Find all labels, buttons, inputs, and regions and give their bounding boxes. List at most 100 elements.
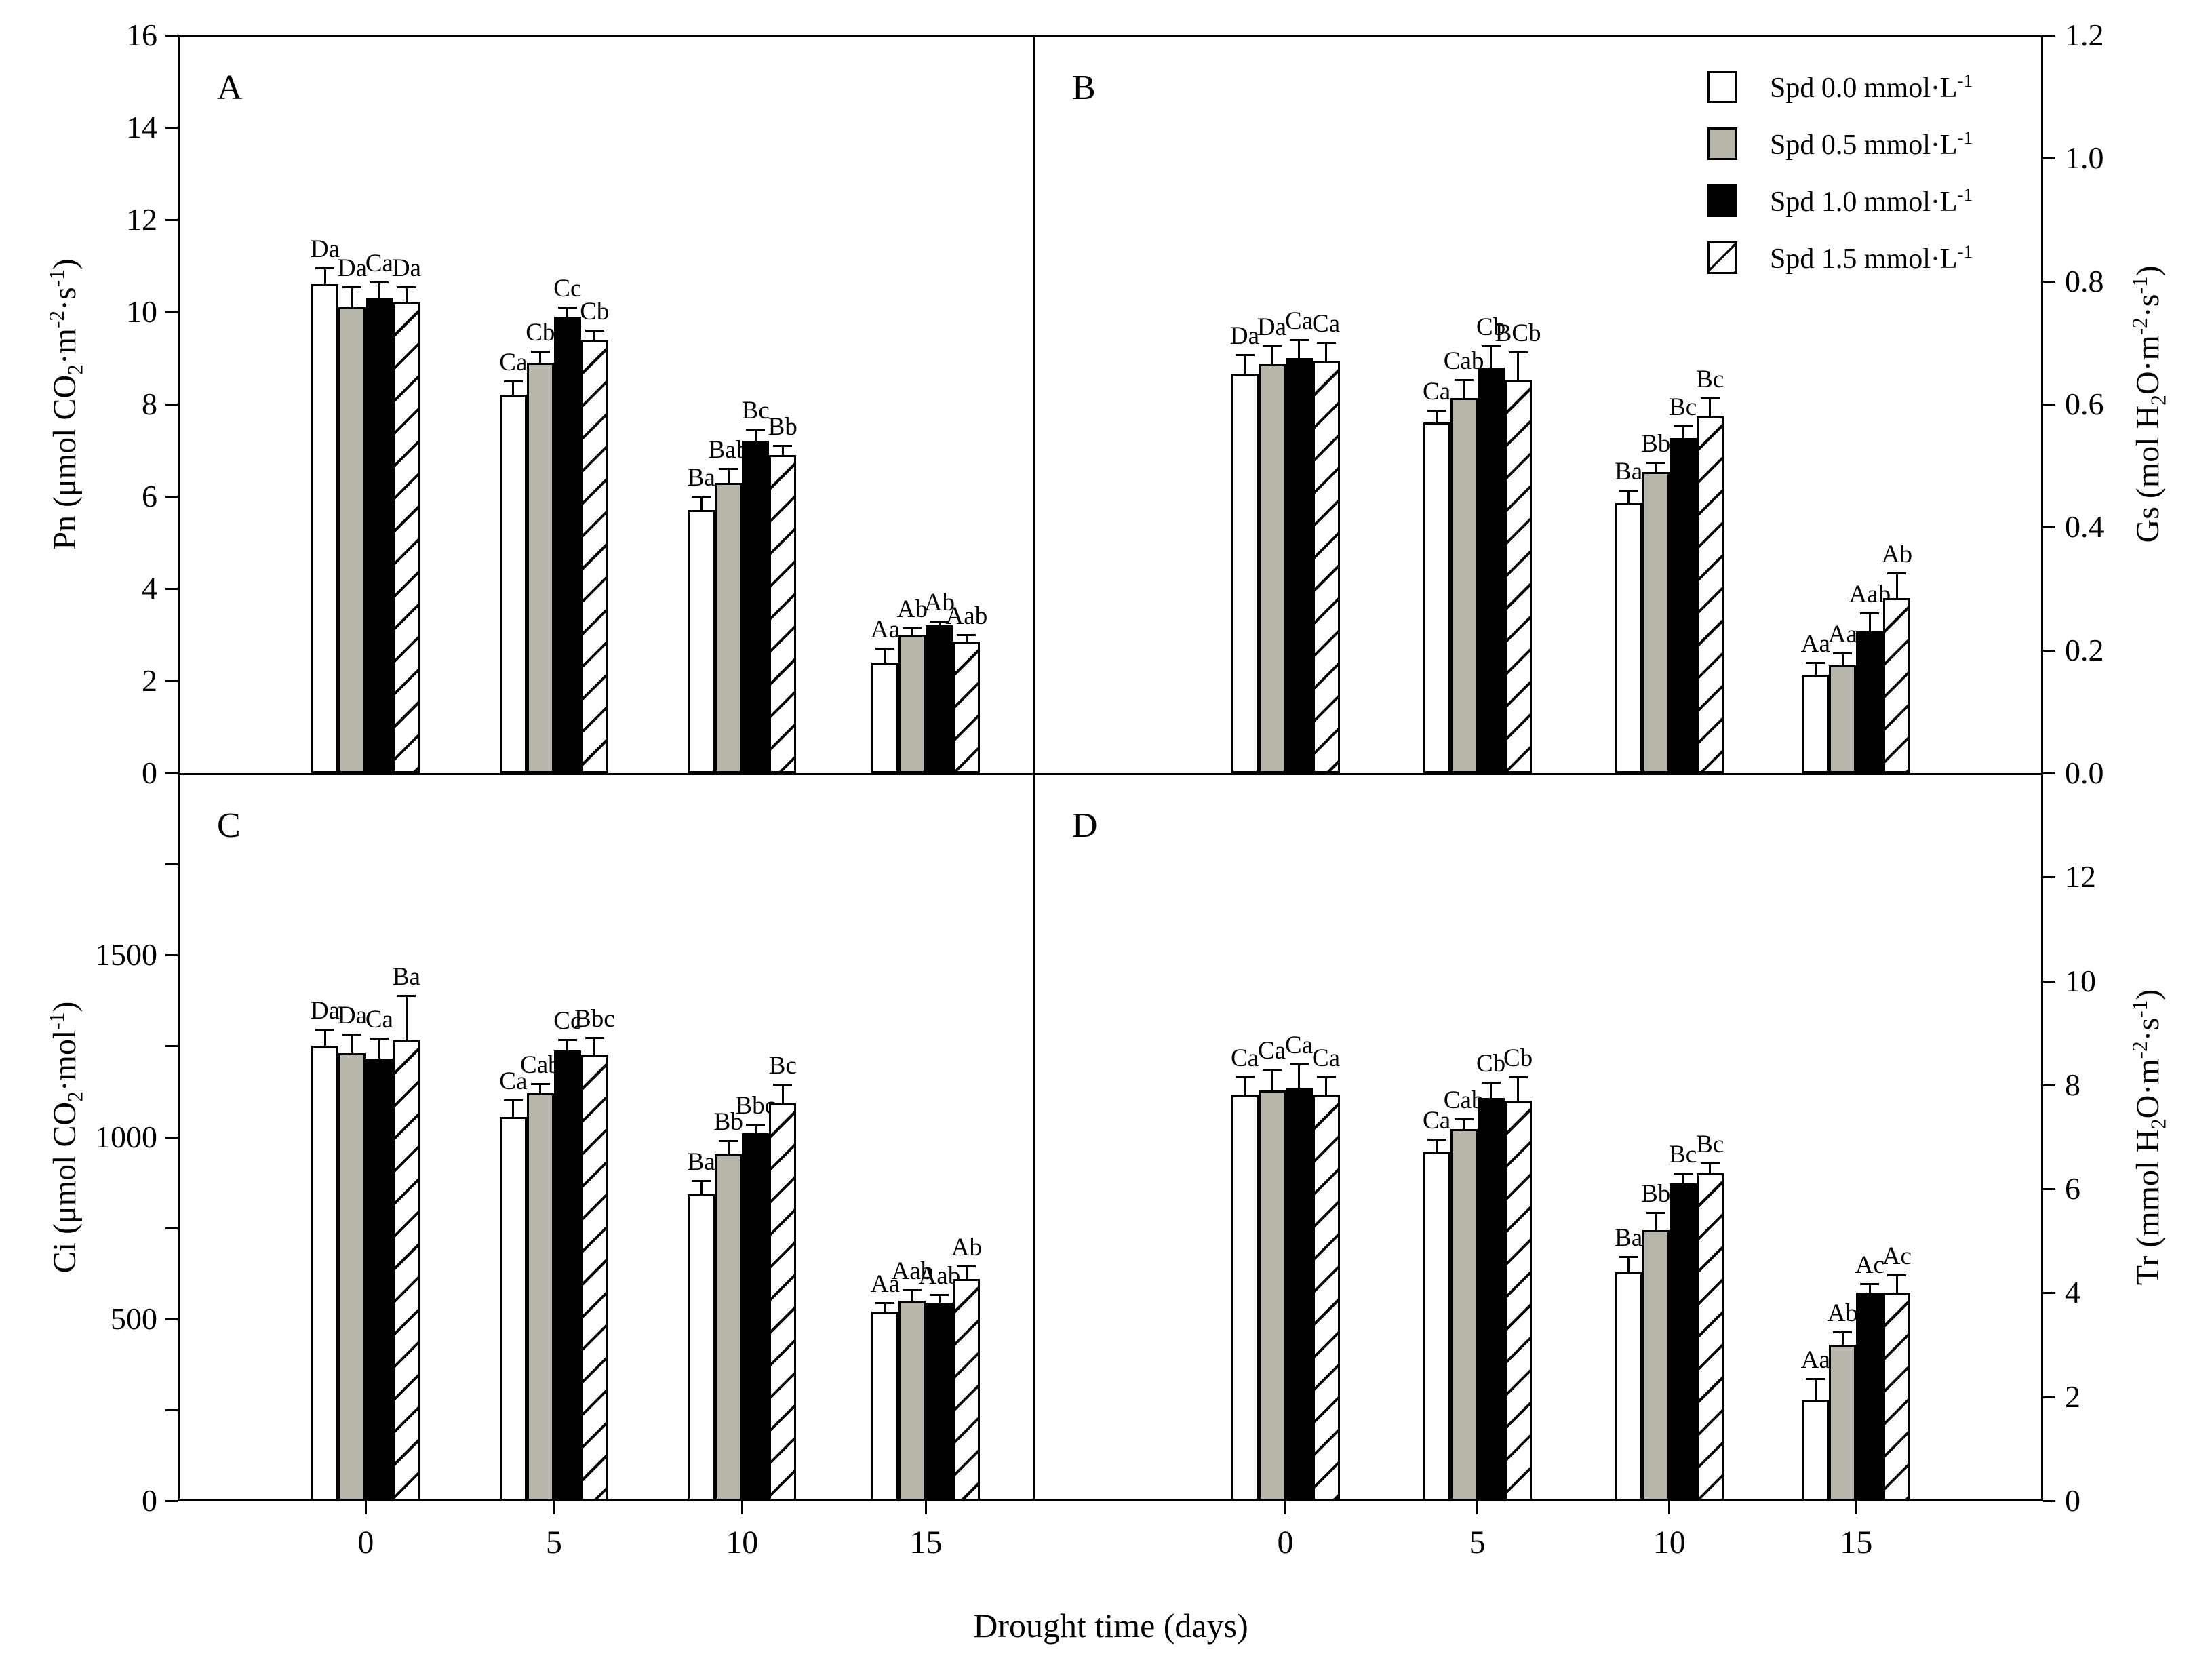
bar-B-15-spd1 (1829, 665, 1857, 773)
sig-label: Cab (1443, 1086, 1484, 1114)
sig-label: Bc (741, 397, 770, 425)
panel-divider-horizontal (178, 773, 2043, 775)
y-minor-tick (165, 863, 178, 866)
x-tick-label: 0 (357, 1524, 374, 1560)
sig-label: Ac (1855, 1251, 1884, 1280)
error-bar-cap (875, 648, 895, 650)
error-bar (1490, 1082, 1493, 1098)
sig-label: Bb (1641, 430, 1671, 458)
error-bar-cap (957, 1265, 976, 1267)
bar-A-10-spd0 (688, 510, 715, 773)
sig-label: Ca (1423, 1107, 1451, 1135)
error-bar-cap (530, 1082, 550, 1085)
y-tick (165, 496, 178, 498)
y-minor-tick (165, 1045, 178, 1048)
y-tick-label: 4 (2065, 1275, 2080, 1310)
error-bar-cap (1646, 462, 1665, 465)
bar-C-5-spd2 (553, 1050, 581, 1501)
error-bar-cap (930, 620, 949, 623)
sig-label: BCb (1495, 319, 1541, 347)
y-tick (165, 680, 178, 682)
legend-swatch-gray-icon (1707, 127, 1737, 160)
sig-label: Da (310, 235, 340, 264)
error-bar-cap (1289, 338, 1309, 341)
error-bar-cap (903, 627, 922, 629)
error-bar (700, 1180, 703, 1194)
bar-C-15-spd3 (953, 1278, 981, 1501)
error-bar-cap (903, 1288, 922, 1291)
bar-D-5-spd1 (1450, 1129, 1478, 1501)
bar-A-15-spd0 (871, 662, 899, 773)
error-bar (1325, 342, 1327, 361)
sig-label: Aa (870, 616, 900, 644)
error-bar-cap (1508, 1076, 1528, 1079)
sig-label: Ca (499, 1067, 528, 1096)
bar-B-10-spd2 (1669, 437, 1697, 773)
bar-A-15-spd2 (926, 625, 953, 773)
bar-D-0-spd1 (1258, 1090, 1286, 1501)
sig-label: Aab (891, 1257, 934, 1285)
error-bar-cap (746, 1124, 766, 1126)
bar-C-0-spd1 (338, 1053, 366, 1501)
sig-label: Da (1229, 322, 1260, 351)
x-tick (364, 1501, 367, 1514)
y-minor-tick (165, 1227, 178, 1229)
error-bar (911, 1289, 913, 1301)
error-bar-cap (397, 995, 416, 998)
sig-label: Ca (1423, 378, 1451, 406)
y-tick (2043, 280, 2055, 283)
error-bar (1244, 1077, 1246, 1096)
error-bar (593, 330, 596, 340)
error-bar (323, 1029, 326, 1046)
error-bar (351, 1034, 353, 1054)
sig-label: Da (337, 1002, 367, 1030)
y-tick (165, 1500, 178, 1502)
error-bar-cap (1673, 425, 1693, 427)
bar-B-5-spd2 (1477, 367, 1505, 773)
y-tick-label: 2 (2065, 1379, 2080, 1414)
y-tick (2043, 526, 2055, 529)
error-bar-cap (370, 281, 389, 283)
bar-A-0-spd1 (338, 307, 366, 773)
sig-label: Ab (1827, 1299, 1858, 1327)
sig-label: Ca (1311, 1044, 1341, 1073)
y-tick (165, 311, 178, 313)
y-tick-label: 0 (2065, 1483, 2080, 1518)
sig-label: Cb (1476, 1050, 1506, 1078)
error-bar (781, 1084, 784, 1103)
error-bar (405, 286, 408, 303)
sig-label: Ab (896, 595, 928, 623)
error-bar-cap (503, 1099, 523, 1102)
bar-C-5-spd0 (499, 1116, 527, 1501)
sig-label: Da (310, 997, 340, 1025)
bar-D-5-spd2 (1477, 1098, 1505, 1501)
y-tick (165, 219, 178, 221)
error-bar (1325, 1077, 1327, 1096)
y-tick (2043, 1396, 2055, 1398)
error-bar-cap (530, 350, 550, 353)
error-bar-cap (1508, 351, 1528, 353)
error-bar-cap (1619, 1255, 1638, 1258)
error-bar-cap (1262, 1068, 1282, 1071)
bar-B-10-spd1 (1642, 471, 1670, 773)
bar-D-5-spd3 (1504, 1100, 1532, 1501)
y-tick (2043, 404, 2055, 406)
error-bar (727, 469, 730, 483)
error-bar-cap (342, 1034, 362, 1036)
error-bar (1244, 355, 1246, 374)
y-tick-label: 0.4 (2065, 509, 2104, 545)
error-bar-cap (1481, 345, 1501, 347)
error-bar (781, 446, 784, 455)
y-tick (165, 772, 178, 774)
error-bar-cap (1833, 1331, 1853, 1333)
error-bar (884, 648, 886, 663)
error-bar-cap (1316, 342, 1336, 345)
error-bar-cap (692, 1179, 711, 1182)
sig-label: Ab (924, 588, 955, 616)
error-bar-cap (1646, 1211, 1665, 1214)
legend-label: Spd 0.5 mmol·L-1 (1770, 127, 1973, 161)
sig-label: Ca (1311, 310, 1341, 338)
sig-label: Aa (1828, 621, 1857, 649)
error-bar-cap (370, 1037, 389, 1040)
bar-B-0-spd1 (1258, 364, 1286, 773)
